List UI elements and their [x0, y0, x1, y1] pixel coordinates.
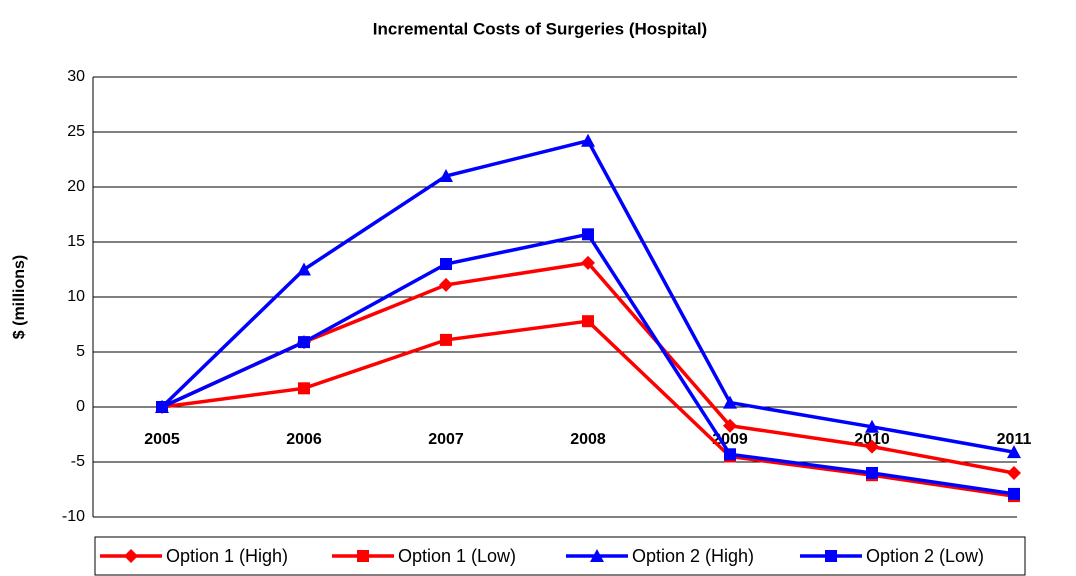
marker	[865, 419, 879, 433]
legend-label: Option 1 (Low)	[398, 546, 516, 566]
marker	[581, 133, 595, 147]
marker	[156, 401, 168, 413]
marker	[866, 467, 878, 479]
marker	[298, 382, 310, 395]
marker	[297, 262, 311, 276]
marker	[582, 228, 594, 241]
y-tick-label: 15	[67, 233, 85, 250]
y-tick-label: 30	[67, 68, 85, 85]
legend-marker	[825, 550, 837, 562]
marker	[298, 336, 310, 349]
legend-marker	[590, 549, 604, 562]
marker	[1008, 487, 1020, 500]
chart-title: Incremental Costs of Surgeries (Hospital…	[373, 19, 707, 38]
marker	[581, 255, 595, 270]
x-tick-label: 2008	[570, 431, 606, 448]
marker	[723, 418, 737, 433]
y-tick-label: 10	[67, 288, 85, 305]
x-tick-label: 2007	[428, 431, 464, 448]
y-tick-label: -10	[62, 508, 85, 525]
x-tick-label: 2006	[286, 431, 322, 448]
legend-label: Option 2 (High)	[632, 546, 754, 566]
y-tick-label: -5	[71, 453, 85, 470]
y-tick-label: 0	[76, 398, 85, 415]
marker	[1007, 466, 1021, 480]
marker	[440, 333, 452, 346]
y-axis-label: $ (millions)	[11, 255, 28, 339]
x-tick-label: 2011	[997, 431, 1032, 448]
marker	[439, 277, 453, 292]
x-tick-label: 2009	[712, 431, 748, 448]
legend-marker	[357, 550, 369, 562]
legend-box	[94, 536, 1026, 576]
marker	[724, 448, 736, 461]
x-tick-label: 2005	[144, 431, 180, 448]
marker	[723, 395, 737, 409]
marker	[1007, 445, 1021, 459]
legend-marker	[124, 549, 138, 563]
marker	[582, 315, 594, 328]
y-tick-label: 20	[67, 178, 85, 195]
marker	[439, 169, 453, 182]
y-tick-label: 25	[67, 123, 85, 140]
legend-label: Option 1 (High)	[166, 546, 288, 566]
legend-label: Option 2 (Low)	[866, 546, 984, 566]
marker	[440, 258, 452, 270]
series-line	[161, 232, 1015, 496]
marker	[865, 439, 879, 454]
y-tick-label: 5	[76, 343, 85, 360]
